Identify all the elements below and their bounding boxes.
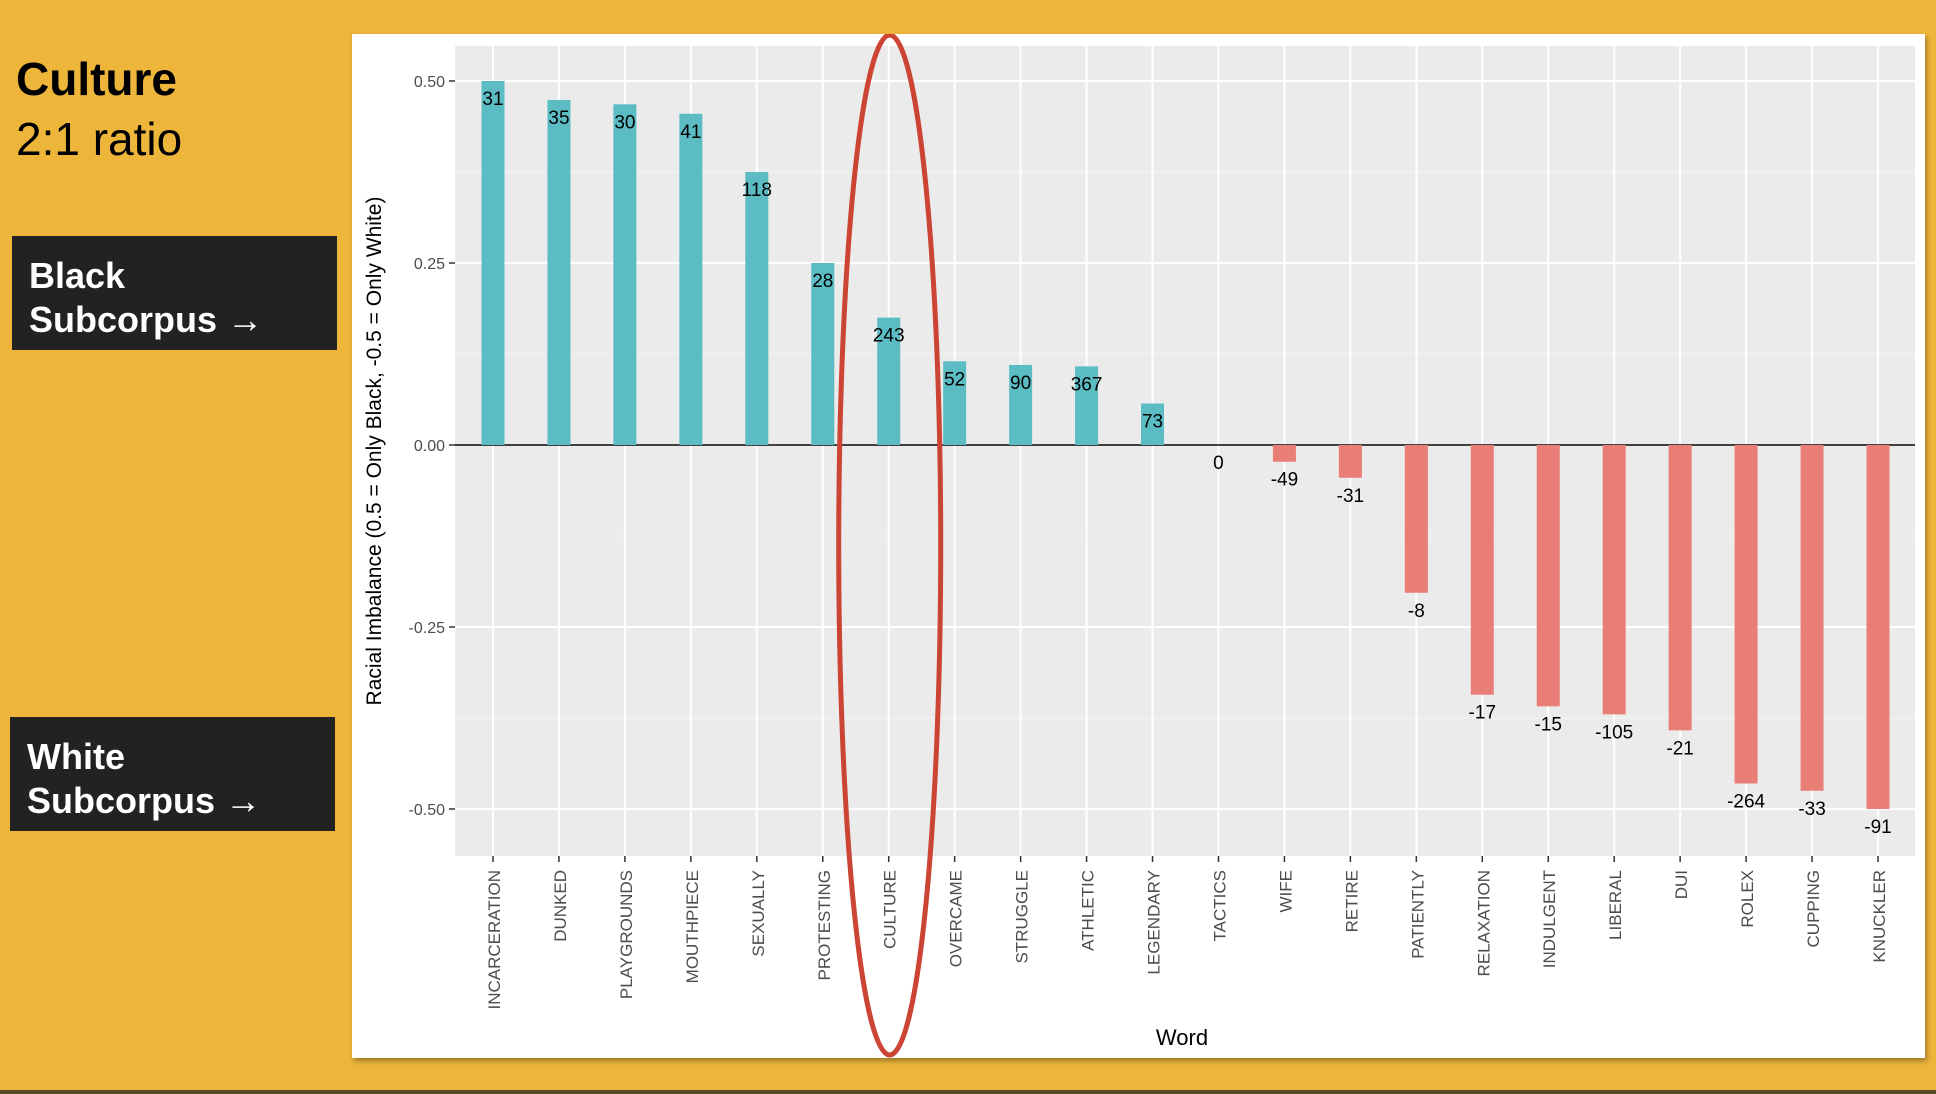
bar-label-rolex: -264 — [1727, 792, 1765, 813]
white-label-line2: Subcorpus → — [27, 780, 262, 821]
x-tick-label-dunked: DUNKED — [551, 870, 570, 942]
bars — [481, 81, 1890, 809]
bar-label-dui: -21 — [1666, 738, 1693, 759]
bar-label-incarceration: 31 — [482, 89, 503, 110]
bar-culture — [877, 317, 901, 445]
x-tick-label-legendary: LEGENDARY — [1145, 870, 1164, 975]
x-tick-label-liberal: LIBERAL — [1606, 870, 1625, 940]
bar-struggle — [1009, 364, 1033, 445]
x-tick-label-incarceration: INCARCERATION — [485, 870, 504, 1009]
x-tick-label-indulgent: INDULGENT — [1540, 870, 1559, 968]
bar-label-dunked: 35 — [548, 108, 569, 129]
bottom-edge — [0, 1090, 1936, 1094]
bar-label-culture: 243 — [873, 326, 905, 347]
bar-rolex — [1734, 445, 1758, 784]
bar-overcame — [943, 361, 967, 445]
black-label-line1: Black — [29, 255, 126, 296]
y-tick-label: -0.25 — [409, 620, 446, 637]
bar-value-labels: 31 35 30 41 118 28 243 52 90 367 73 0 -49 -31 -8 -17 -15… — [482, 89, 1891, 838]
bar-label-liberal: -105 — [1595, 722, 1633, 743]
chart-panel: 31 35 30 41 118 28 243 52 90 367 73 0 -49 -31 -8 -17 -15… — [352, 34, 1925, 1058]
x-tick-label-athletic: ATHLETIC — [1079, 870, 1098, 951]
bar-mouthpiece — [679, 113, 703, 445]
x-tick-label-struggle: STRUGGLE — [1013, 870, 1032, 964]
white-label-line1: White — [27, 736, 125, 777]
x-tick-label-patiently: PATIENTLY — [1408, 870, 1427, 959]
bar-label-retire: -31 — [1337, 486, 1364, 507]
bar-label-playgrounds: 30 — [614, 112, 635, 133]
x-tick-label-playgrounds: PLAYGROUNDS — [617, 870, 636, 999]
bar-indulgent — [1536, 445, 1560, 707]
x-tick-label-dui: DUI — [1672, 870, 1691, 899]
bar-label-cupping: -33 — [1798, 799, 1825, 820]
bar-label-mouthpiece: 41 — [680, 122, 701, 143]
bar-label-knuckler: -91 — [1864, 817, 1891, 838]
bar-label-athletic: 367 — [1071, 374, 1103, 395]
culture-highlight-ellipse — [836, 34, 944, 1058]
y-axis-title: Racial Imbalance (0.5 = Only Black, -0.5… — [363, 197, 386, 706]
y-tick-label: -0.50 — [409, 802, 446, 819]
bar-chart: 31 35 30 41 118 28 243 52 90 367 73 0 -49 -31 -8 -17 -15… — [363, 34, 1915, 1058]
x-tick-label-culture: CULTURE — [881, 870, 900, 949]
slide-subtitle: 2:1 ratio — [16, 113, 183, 165]
bar-dunked — [547, 99, 571, 445]
bar-knuckler — [1866, 445, 1890, 809]
x-tick-label-overcame: OVERCAME — [947, 870, 966, 967]
x-tick-label-cupping: CUPPING — [1804, 870, 1823, 947]
x-tick-label-mouthpiece: MOUTHPIECE — [683, 870, 702, 983]
bar-retire — [1338, 445, 1362, 478]
bar-patiently — [1404, 445, 1428, 593]
bar-incarceration — [481, 81, 505, 445]
x-tick-label-protesting: PROTESTING — [815, 870, 834, 981]
black-subcorpus-label: Black Subcorpus → — [12, 236, 337, 350]
y-tick-label: 0.25 — [414, 256, 445, 273]
slide-title: Culture — [16, 53, 177, 105]
white-subcorpus-label: White Subcorpus → — [10, 717, 335, 831]
bar-label-overcame: 52 — [944, 369, 965, 390]
x-tick-label-sexually: SEXUALLY — [749, 870, 768, 957]
plot-background — [455, 46, 1915, 856]
x-axis-title: Word — [1156, 1025, 1208, 1050]
bar-cupping — [1800, 445, 1824, 791]
bar-label-sexually: 118 — [742, 180, 772, 201]
bar-dui — [1668, 445, 1692, 731]
x-tick-label-tactics: TACTICS — [1210, 870, 1229, 941]
bar-label-patiently: -8 — [1408, 601, 1425, 622]
y-axis: -0.50 -0.25 0.00 0.25 0.50 — [409, 74, 455, 819]
bar-label-legendary: 73 — [1142, 412, 1163, 433]
bar-playgrounds — [613, 104, 637, 446]
bar-label-wife: -49 — [1271, 470, 1298, 491]
x-tick-label-rolex: ROLEX — [1738, 870, 1757, 928]
y-tick-label: 0.00 — [414, 438, 445, 455]
bar-label-protesting: 28 — [812, 271, 833, 292]
bar-label-tactics: 0 — [1213, 453, 1224, 474]
bar-label-relaxation: -17 — [1469, 703, 1496, 724]
bar-sexually — [745, 172, 769, 445]
bar-liberal — [1602, 445, 1626, 715]
black-label-line2: Subcorpus → — [29, 299, 264, 340]
bar-wife — [1272, 445, 1296, 462]
bar-protesting — [811, 263, 835, 445]
bar-relaxation — [1470, 445, 1494, 695]
bar-legendary — [1141, 403, 1165, 445]
y-tick-label: 0.50 — [414, 74, 445, 91]
x-axis: INCARCERATION DUNKED PLAYGROUNDS MOUTHPIECE… — [485, 856, 1889, 1009]
x-tick-label-knuckler: KNUCKLER — [1870, 870, 1889, 963]
bar-label-indulgent: -15 — [1535, 714, 1562, 735]
x-tick-label-retire: RETIRE — [1342, 870, 1361, 932]
bar-label-struggle: 90 — [1010, 373, 1031, 394]
bar-athletic — [1075, 366, 1099, 445]
x-tick-label-relaxation: RELAXATION — [1474, 870, 1493, 976]
x-tick-label-wife: WIFE — [1276, 870, 1295, 913]
